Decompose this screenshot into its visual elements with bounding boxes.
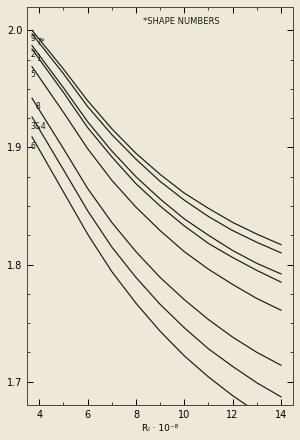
Text: *SHAPE NUMBERS: *SHAPE NUMBERS: [143, 17, 220, 26]
Text: 3&4: 3&4: [30, 122, 46, 131]
Text: 5: 5: [30, 70, 35, 79]
Text: 6: 6: [30, 142, 35, 151]
X-axis label: Rₗ · 10⁻⁸: Rₗ · 10⁻⁸: [142, 424, 178, 433]
Text: 8: 8: [36, 102, 40, 111]
Text: 7*: 7*: [36, 37, 45, 47]
Text: 2: 2: [30, 51, 35, 59]
Text: 1: 1: [36, 54, 40, 63]
Text: 9: 9: [30, 34, 35, 43]
